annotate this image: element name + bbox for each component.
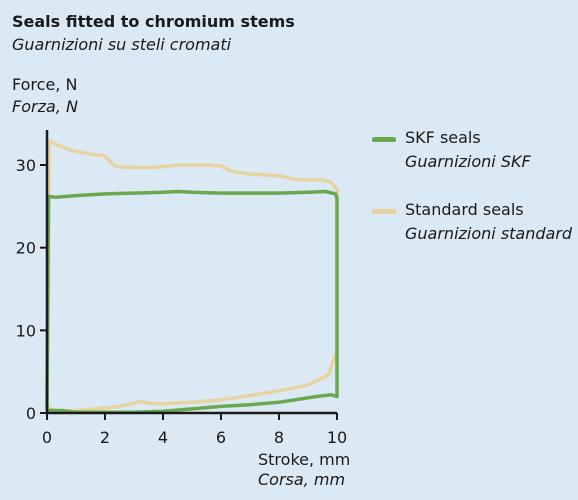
x-tick-label: 0 [42, 428, 52, 447]
x-tick-label: 6 [216, 428, 226, 447]
series-line-skf [45, 189, 339, 414]
legend-label-skf-italian: Guarnizioni SKF [405, 152, 531, 171]
legend-swatch-skf [372, 137, 396, 142]
y-axis-label: Force, N [12, 75, 78, 94]
x-tick-label: 4 [158, 428, 168, 447]
legend-label-standard: Standard seals [405, 200, 524, 219]
x-axis-label: Stroke, mm [258, 450, 351, 469]
y-axis-label-italian: Forza, N [12, 97, 78, 116]
legend-label-standard-italian: Guarnizioni standard [405, 224, 573, 243]
y-tick-label: 30 [16, 156, 36, 175]
x-tick-label: 2 [100, 428, 110, 447]
y-tick-label: 20 [16, 239, 36, 258]
x-axis-label-italian: Corsa, mm [258, 470, 346, 489]
x-tick-label: 10 [327, 428, 347, 447]
tick-layer: 0 2 4 6 8 10 0 10 20 30 [16, 156, 348, 447]
legend-swatch-standard [372, 209, 396, 214]
y-tick-label: 0 [26, 404, 36, 423]
y-tick-label: 10 [16, 321, 36, 340]
x-tick-label: 8 [274, 428, 284, 447]
legend-label-skf: SKF seals [405, 128, 481, 147]
chart-subtitle: Guarnizioni su steli cromati [12, 35, 232, 54]
chart-title: Seals fitted to chromium stems [12, 12, 295, 31]
series-line-standard [45, 138, 339, 414]
series-layer [45, 138, 339, 414]
